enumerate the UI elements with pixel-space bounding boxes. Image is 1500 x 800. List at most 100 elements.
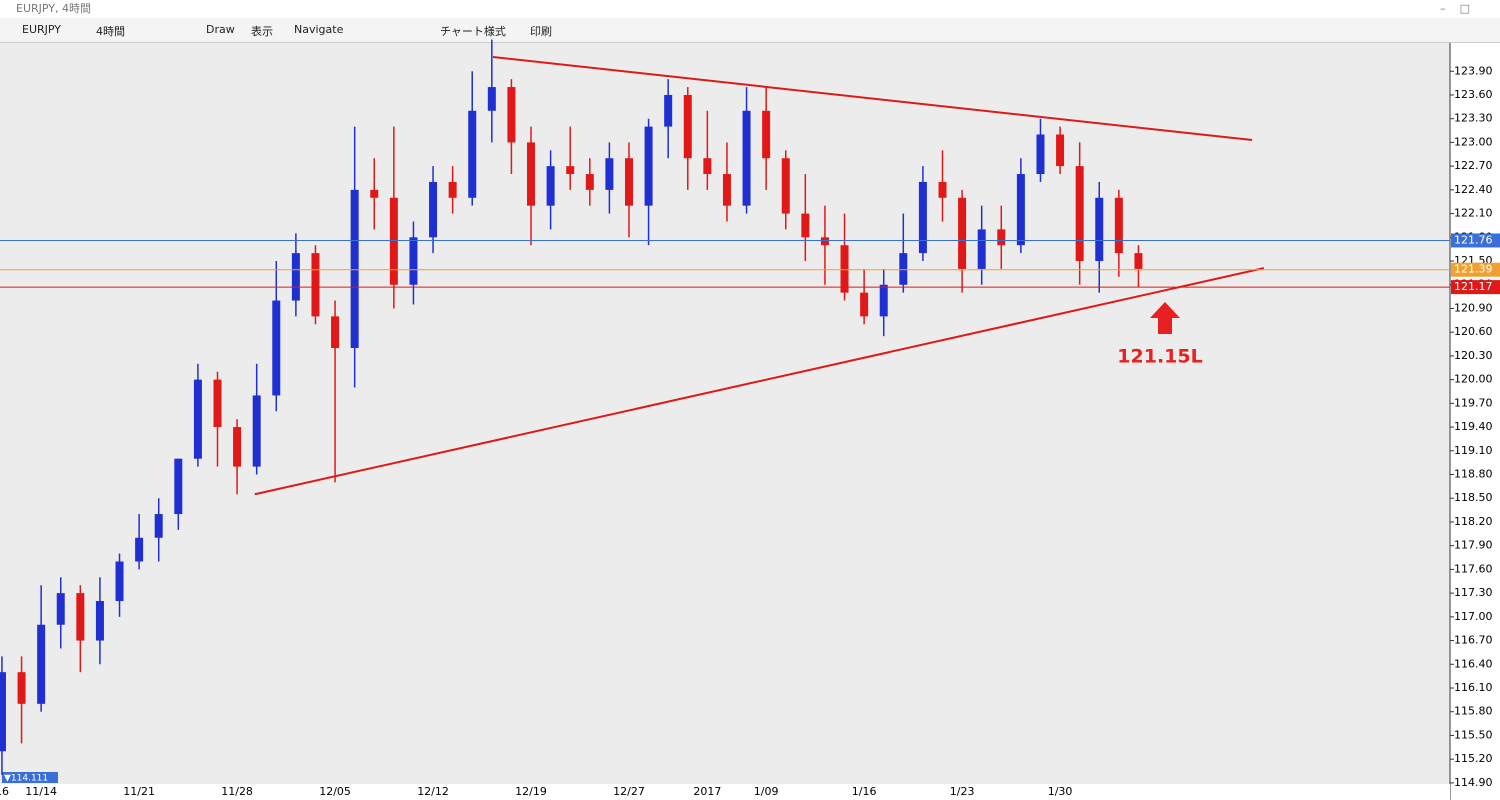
window-controls[interactable]: – □ [1440, 2, 1470, 15]
candle-body [409, 237, 418, 285]
price-label: 121.17 [1454, 280, 1493, 293]
y-tick-label: 115.80 [1454, 705, 1493, 718]
y-tick-label: 122.10 [1454, 207, 1493, 220]
navigate-menu[interactable]: Navigate [294, 23, 344, 36]
candle-body [56, 593, 65, 625]
y-tick-label: 122.70 [1454, 159, 1493, 172]
price-label-bg [1451, 262, 1500, 277]
y-tick-label: 116.10 [1454, 681, 1493, 694]
trendline [254, 267, 1265, 496]
candle-body [781, 158, 790, 214]
candle-body [213, 379, 222, 428]
y-tick-label: 119.70 [1454, 396, 1493, 409]
window-title: EURJPY, 4時間 [16, 2, 91, 15]
candle-body [1114, 197, 1123, 254]
candle-body [703, 158, 712, 175]
candle-body [193, 379, 202, 459]
y-tick-label: 115.50 [1454, 728, 1493, 741]
candle-body [135, 537, 144, 562]
candle-body [664, 94, 673, 127]
x-tick-label: 16 [0, 785, 9, 798]
price-label: 121.76 [1454, 233, 1493, 246]
annotation: 121.15L [1117, 346, 1202, 368]
candle-body [1075, 166, 1084, 262]
x-tick-label: 12/19 [515, 785, 547, 798]
x-tick-label: 2017 [693, 785, 721, 798]
y-tick-label: 115.20 [1454, 752, 1493, 765]
candle-body [448, 181, 457, 198]
date-axis [0, 784, 1450, 800]
candle-body [331, 316, 340, 348]
y-tick-label: 123.30 [1454, 112, 1493, 125]
candle-body [1036, 134, 1045, 175]
x-tick-label: 1/09 [754, 785, 779, 798]
y-tick-label: 114.90 [1454, 776, 1493, 789]
y-tick-label: 117.60 [1454, 562, 1493, 575]
x-tick-label: 11/21 [123, 785, 155, 798]
y-tick-label: 118.20 [1454, 515, 1493, 528]
price-label-bg [1451, 233, 1500, 248]
candle-body [566, 166, 575, 175]
candle-body [350, 189, 359, 348]
candle-body [272, 300, 281, 396]
draw-menu[interactable]: Draw [206, 23, 235, 36]
candle-body [527, 142, 536, 206]
x-tick-label: 12/12 [417, 785, 449, 798]
toolbar: EURJPY 4時間 Draw 表示 Navigate チャート様式 印刷 [0, 18, 1500, 43]
y-tick-label: 122.40 [1454, 183, 1493, 196]
candle-body [1016, 174, 1025, 246]
y-tick-label: 123.90 [1454, 64, 1493, 77]
candle-body [938, 181, 947, 198]
candle-body [683, 94, 692, 159]
candle-body [233, 427, 242, 467]
candle-body [389, 197, 398, 285]
y-tick-label: 120.60 [1454, 325, 1493, 338]
y-tick-label: 116.70 [1454, 634, 1493, 647]
candle-body [977, 229, 986, 269]
y-tick-label: 118.80 [1454, 468, 1493, 481]
x-tick-label: 1/23 [950, 785, 975, 798]
candle-body [585, 174, 594, 190]
y-tick-label: 116.40 [1454, 657, 1493, 670]
print-menu[interactable]: 印刷 [530, 25, 552, 38]
chart-style-menu[interactable]: チャート様式 [440, 25, 506, 38]
candle-body [252, 395, 261, 467]
x-tick-label: 1/30 [1048, 785, 1073, 798]
view-menu[interactable]: 表示 [251, 25, 273, 38]
candle-body [801, 213, 810, 238]
candle-body [291, 253, 300, 301]
y-tick-label: 119.40 [1454, 420, 1493, 433]
price-marker: ▼114.111 [4, 774, 48, 784]
candle-body [997, 229, 1006, 246]
candle-body [174, 458, 183, 515]
candle-body [820, 237, 829, 246]
title-bar: EURJPY, 4時間 – □ [0, 0, 1500, 18]
arrow [1150, 302, 1180, 334]
price-marker-bg [2, 772, 58, 783]
candle-body [624, 158, 633, 206]
timeframe-select[interactable]: 4時間 [96, 25, 125, 38]
x-tick-label: 12/27 [613, 785, 645, 798]
candle-body [17, 672, 26, 704]
candle-body [487, 87, 496, 111]
candle-body [879, 284, 888, 317]
y-tick-label: 117.30 [1454, 586, 1493, 599]
candle-body [311, 253, 320, 317]
candle-body [918, 181, 927, 254]
trendline [492, 56, 1253, 142]
candle-body [1134, 253, 1143, 269]
candle-body [115, 561, 124, 602]
candle-body [1056, 134, 1065, 167]
symbol-select[interactable]: EURJPY [22, 23, 61, 36]
y-tick-label: 123.60 [1454, 88, 1493, 101]
candle-body [742, 110, 751, 206]
candle-body [76, 593, 85, 641]
candle-body [762, 110, 771, 159]
candle-body [429, 181, 438, 238]
y-tick-label: 120.30 [1454, 349, 1493, 362]
candle-body [154, 514, 163, 538]
y-tick-label: 123.00 [1454, 135, 1493, 148]
candle-body [507, 87, 516, 143]
